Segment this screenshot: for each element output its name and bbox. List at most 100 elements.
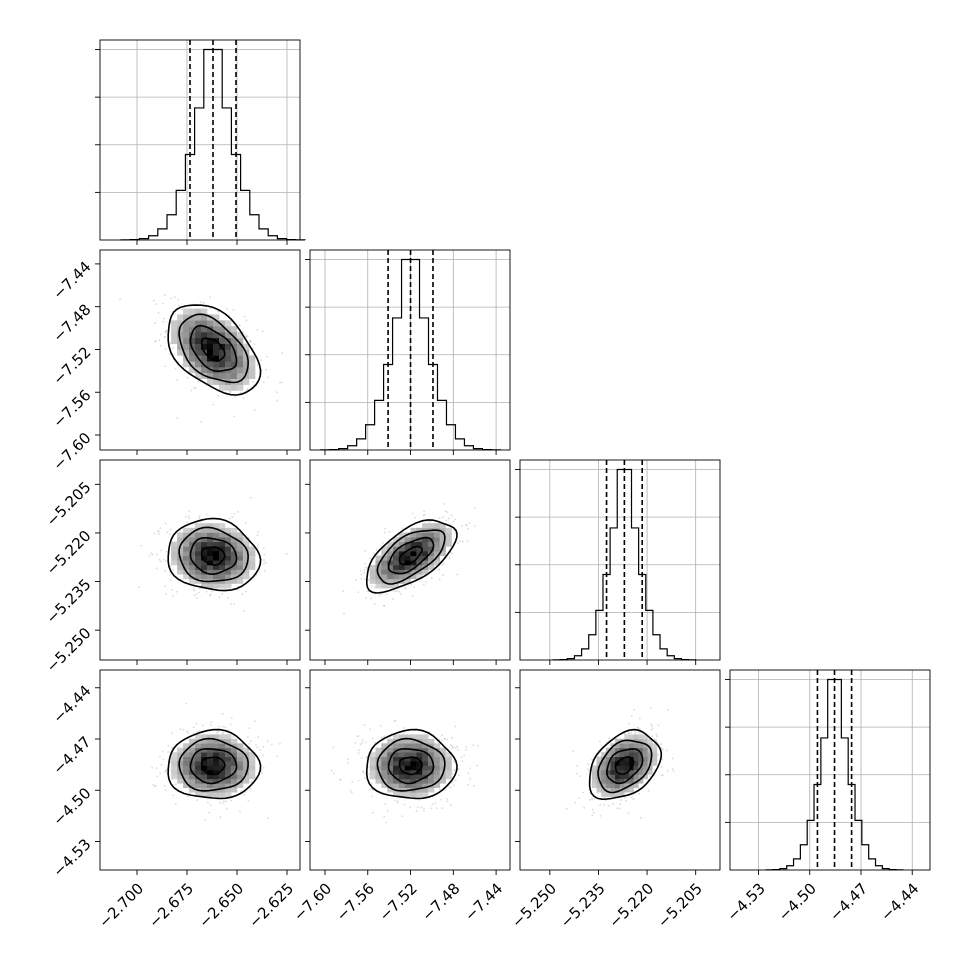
density-cell <box>219 337 226 344</box>
density-cell <box>605 787 611 793</box>
density-cell <box>213 523 220 529</box>
density-cell <box>387 747 394 753</box>
density-cell <box>219 551 226 556</box>
density-cell <box>629 752 634 757</box>
density-cell <box>230 527 238 533</box>
density-cell <box>404 765 411 771</box>
density-cell <box>422 756 429 762</box>
x-tick-label-1-2: −7.52 <box>376 880 421 925</box>
density-cell <box>219 320 226 327</box>
density-cell <box>213 532 220 538</box>
density-cell <box>189 761 196 766</box>
axes-frame <box>99 459 301 661</box>
density-cell <box>642 734 648 740</box>
density-cell <box>610 765 616 771</box>
density-cell <box>236 367 244 374</box>
density-cell <box>230 569 238 575</box>
density-cell <box>387 583 394 589</box>
density-cell <box>242 372 250 379</box>
density-cell <box>213 546 220 552</box>
density-cell <box>189 367 196 374</box>
contour-lines <box>366 519 458 594</box>
density-cell <box>445 761 452 766</box>
density-cell <box>207 523 214 529</box>
density-cell <box>201 523 208 529</box>
density-cell <box>207 537 214 543</box>
density-cell <box>230 747 238 753</box>
density-cell <box>242 778 250 784</box>
sample-points <box>151 702 281 822</box>
density-cell <box>652 756 658 762</box>
density-cell <box>647 752 653 757</box>
density-cell <box>393 574 400 580</box>
density-cell <box>404 792 411 797</box>
density-cell <box>242 747 250 753</box>
density-cell <box>201 532 208 538</box>
density-cell <box>195 555 202 561</box>
density-cell <box>638 769 644 775</box>
density-cell <box>404 560 411 566</box>
density-cell <box>393 564 400 570</box>
density-cell <box>416 734 423 740</box>
density-cell <box>387 774 394 780</box>
density-cell <box>404 578 411 584</box>
contour-level-2 <box>189 537 238 576</box>
density-cell <box>610 761 616 766</box>
density-cell <box>422 787 429 793</box>
density-cell <box>236 569 244 575</box>
density-cell <box>422 734 429 740</box>
density-cell <box>213 367 220 374</box>
density-cell <box>619 783 625 788</box>
contour-level-1 <box>200 546 226 566</box>
density-cell <box>230 738 238 744</box>
density-cell <box>225 738 232 744</box>
density-cell <box>236 761 244 766</box>
density-cell <box>183 527 190 533</box>
contour-level-3 <box>178 313 249 384</box>
density-cell <box>629 783 634 788</box>
density-cell <box>624 787 630 793</box>
density-cell <box>404 546 411 552</box>
density-cell <box>225 743 232 749</box>
density-cell <box>236 546 244 552</box>
density-cell <box>398 532 406 538</box>
contour-level-3 <box>178 737 249 792</box>
contour-lines <box>366 728 458 800</box>
density-cell <box>428 778 435 784</box>
density-cell <box>387 787 394 793</box>
density-cell <box>219 349 226 356</box>
density-cell <box>207 532 214 538</box>
density-cell <box>433 523 441 529</box>
density-cell <box>183 308 190 315</box>
density-cell <box>225 527 232 533</box>
density-cell <box>375 583 382 589</box>
density-cell <box>638 743 644 749</box>
density-cell <box>398 774 406 780</box>
density-cell <box>410 734 417 740</box>
density-cell <box>393 774 400 780</box>
density-cell <box>225 756 232 762</box>
density-cell <box>398 541 406 547</box>
contour-level-1 <box>200 756 226 776</box>
density-cell <box>207 574 214 580</box>
density-cell <box>638 761 644 766</box>
density-cell <box>404 778 411 784</box>
contour-level-1 <box>200 337 226 362</box>
density-cell <box>422 546 429 552</box>
density-cell <box>393 734 400 740</box>
density-cell <box>230 537 238 543</box>
density-cell <box>242 537 250 543</box>
density-cell <box>428 564 435 570</box>
density-cell <box>219 372 226 379</box>
density-cell <box>183 769 190 775</box>
density-cell <box>225 765 232 771</box>
axes-frame <box>99 39 301 241</box>
density-cell <box>195 523 202 529</box>
density-cell <box>647 769 653 775</box>
density-cell <box>422 778 429 784</box>
density-cell <box>416 752 423 757</box>
density-cell <box>195 326 202 333</box>
density-cell <box>642 752 648 757</box>
density-cell <box>638 734 644 740</box>
density-cell <box>422 560 429 566</box>
